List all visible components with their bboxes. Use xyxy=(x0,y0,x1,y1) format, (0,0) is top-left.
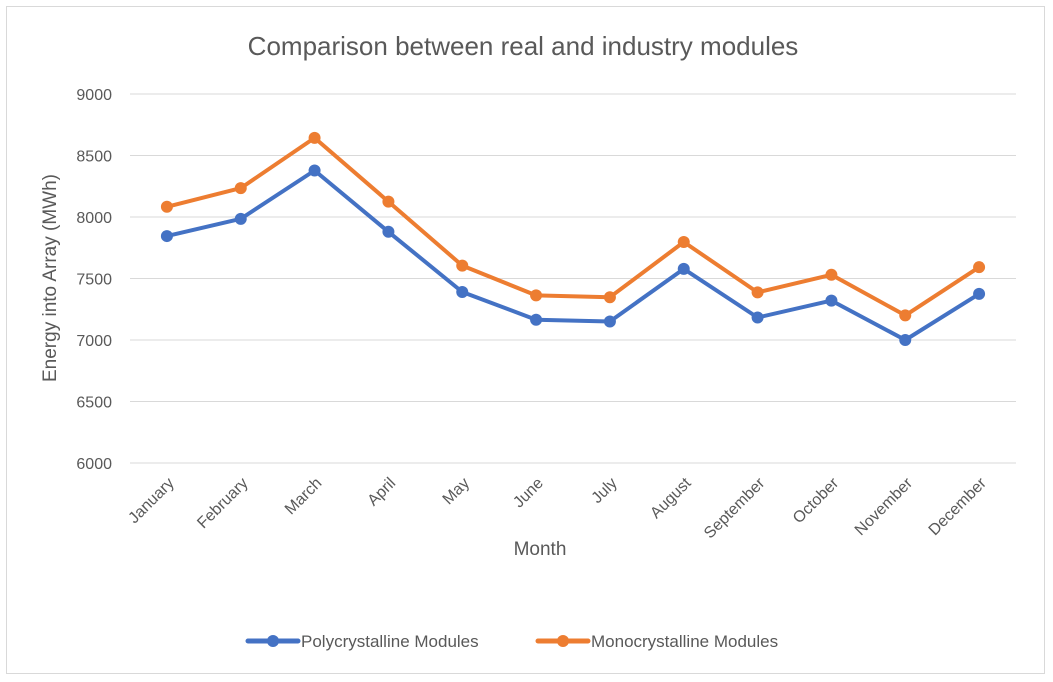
data-point xyxy=(308,131,321,144)
data-point xyxy=(677,235,690,248)
chart-title: Comparison between real and industry mod… xyxy=(248,31,799,61)
y-tick-label: 8500 xyxy=(76,149,112,166)
gridlines xyxy=(130,93,1016,464)
data-point xyxy=(382,195,395,208)
x-tick-label: December xyxy=(926,474,991,539)
series-lines xyxy=(160,131,986,346)
y-tick-label: 7000 xyxy=(76,333,112,350)
data-point xyxy=(751,311,764,324)
series-line-1 xyxy=(164,168,982,342)
data-point xyxy=(603,291,616,304)
data-point xyxy=(456,286,469,299)
x-tick-label: May xyxy=(440,475,473,508)
x-tick-label: November xyxy=(852,474,917,539)
y-tick-label: 6500 xyxy=(76,395,112,412)
data-point xyxy=(899,334,912,346)
data-point xyxy=(825,268,838,281)
x-tick-label: September xyxy=(701,474,769,542)
y-tick-label: 9000 xyxy=(76,87,112,104)
x-tick-label: August xyxy=(647,474,695,522)
y-axis-ticks: 6000 6500 7000 7500 8000 8500 9000 xyxy=(76,87,112,473)
data-point xyxy=(382,225,395,238)
y-tick-label: 7500 xyxy=(76,272,112,289)
data-point xyxy=(973,261,986,274)
x-tick-label: June xyxy=(510,475,547,512)
x-axis-title: Month xyxy=(514,539,567,560)
data-point xyxy=(456,259,469,272)
data-point xyxy=(160,200,173,213)
data-point xyxy=(973,287,986,300)
data-point xyxy=(603,315,616,328)
data-point xyxy=(899,309,912,322)
data-point xyxy=(234,212,247,225)
data-point xyxy=(234,182,247,195)
legend-swatch-marker xyxy=(267,635,279,647)
x-tick-label: July xyxy=(589,475,621,507)
legend-label: Polycrystalline Modules xyxy=(301,632,479,651)
legend: Polycrystalline Modules Monocrystalline M… xyxy=(245,632,778,651)
legend-label: Monocrystalline Modules xyxy=(591,632,778,651)
data-point xyxy=(530,289,543,302)
data-point xyxy=(160,230,173,243)
x-tick-label: February xyxy=(194,475,251,532)
x-tick-label: March xyxy=(282,475,325,518)
y-tick-label: 8000 xyxy=(76,210,112,227)
x-axis-ticks: January February March April May June July Augu… xyxy=(125,474,990,542)
x-tick-label: October xyxy=(790,474,843,527)
legend-swatch-marker xyxy=(557,635,569,647)
y-axis-title: Energy into Array (MWh) xyxy=(40,174,61,382)
data-point xyxy=(751,286,764,299)
data-point xyxy=(825,294,838,307)
data-point xyxy=(530,313,543,326)
data-point xyxy=(677,262,690,275)
data-point xyxy=(308,164,321,177)
series-line-2 xyxy=(164,135,982,318)
x-tick-label: April xyxy=(365,475,400,510)
y-tick-label: 6000 xyxy=(76,456,112,473)
x-tick-label: January xyxy=(125,475,177,527)
